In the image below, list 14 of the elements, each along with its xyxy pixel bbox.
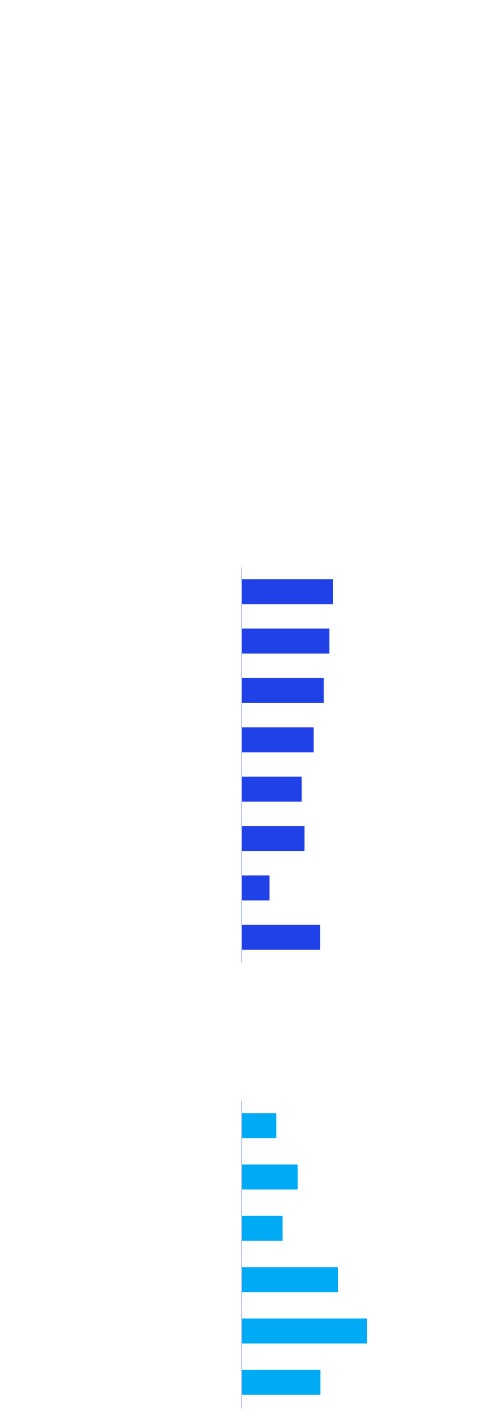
bar [241,677,324,703]
bar [241,1318,367,1344]
bar [241,579,333,605]
bar [241,628,330,654]
bar [241,1267,339,1293]
bar [241,1369,321,1395]
bar [241,1164,298,1190]
bar [241,924,321,950]
bar [241,1113,277,1139]
bar [241,776,302,802]
bar [241,1215,283,1241]
bar [241,875,270,901]
bar [241,826,305,852]
bar [241,727,314,753]
